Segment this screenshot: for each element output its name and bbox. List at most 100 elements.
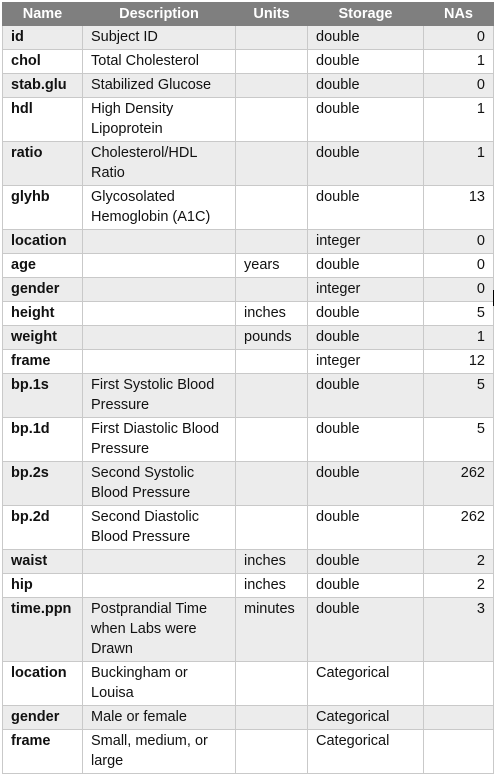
cell-units [235,229,308,254]
header-description: Description [82,2,236,26]
table-header: Name Description Units Storage NAs [2,2,494,26]
cell-description: Postprandial Time when Labs were Drawn [82,597,236,662]
cell-nas: 1 [423,97,494,142]
cell-storage: integer [307,277,424,302]
cell-units: years [235,253,308,278]
cell-name: height [2,301,83,326]
cell-description [82,253,236,278]
cell-units [235,373,308,418]
cell-name: bp.2s [2,461,83,506]
cell-name: location [2,229,83,254]
table-row: bp.1d First Diastolic Blood Pressure doubl… [2,417,494,462]
cell-description: Total Cholesterol [82,49,236,74]
table-row: waist inches double 2 [2,549,494,574]
cell-storage: double [307,25,424,50]
cell-nas: 262 [423,505,494,550]
cell-storage: Categorical [307,705,424,730]
cell-nas: 5 [423,301,494,326]
table-body: id Subject ID double 0 chol Total Cholesterol… [2,25,494,774]
cell-description: Subject ID [82,25,236,50]
header-nas: NAs [423,2,494,26]
cell-units [235,277,308,302]
header-name: Name [2,2,83,26]
cell-storage: double [307,49,424,74]
cell-units [235,461,308,506]
cell-nas: 3 [423,597,494,662]
cell-name: ratio [2,141,83,186]
cell-name: hdl [2,97,83,142]
cell-nas: 1 [423,49,494,74]
cell-storage: double [307,73,424,98]
cell-storage: double [307,325,424,350]
cell-description: First Diastolic Blood Pressure [82,417,236,462]
table-row: height inches double 5 [2,301,494,326]
cell-name: chol [2,49,83,74]
cell-nas: 0 [423,277,494,302]
cell-name: waist [2,549,83,574]
table-row: gender integer 0 [2,277,494,302]
cell-units [235,73,308,98]
cell-nas: 0 [423,25,494,50]
cell-nas: 2 [423,549,494,574]
cell-storage: double [307,597,424,662]
cell-description: Second Diastolic Blood Pressure [82,505,236,550]
cell-nas [423,661,494,706]
cell-nas: 13 [423,185,494,230]
cell-units [235,661,308,706]
cell-name: age [2,253,83,278]
cell-storage: double [307,549,424,574]
cell-storage: double [307,373,424,418]
cell-description [82,277,236,302]
cell-storage: double [307,573,424,598]
table-row: chol Total Cholesterol double 1 [2,49,494,74]
cell-units [235,49,308,74]
cell-description: Male or female [82,705,236,730]
header-storage: Storage [307,2,424,26]
cell-nas: 12 [423,349,494,374]
table-row: bp.1s First Systolic Blood Pressure double… [2,373,494,418]
cell-name: frame [2,729,83,774]
cell-storage: Categorical [307,661,424,706]
table-row: glyhb Glycosolated Hemoglobin (A1C) double… [2,185,494,230]
text-cursor [493,290,494,306]
cell-name: gender [2,277,83,302]
cell-units [235,25,308,50]
cell-units: minutes [235,597,308,662]
cell-nas: 262 [423,461,494,506]
cell-storage: double [307,417,424,462]
cell-units: inches [235,573,308,598]
cell-nas: 1 [423,325,494,350]
cell-name: id [2,25,83,50]
table-row: weight pounds double 1 [2,325,494,350]
cell-name: stab.glu [2,73,83,98]
header-units: Units [235,2,308,26]
cell-name: gender [2,705,83,730]
table-row: location Buckingham or Louisa Categorical [2,661,494,706]
cell-description [82,301,236,326]
cell-nas: 5 [423,373,494,418]
cell-units [235,97,308,142]
table-row: hdl High Density Lipoprotein double 1 [2,97,494,142]
cell-nas: 1 [423,141,494,186]
cell-description [82,325,236,350]
cell-units [235,349,308,374]
cell-units [235,505,308,550]
cell-name: weight [2,325,83,350]
cell-nas [423,729,494,774]
cell-storage: integer [307,349,424,374]
table-row: frame Small, medium, or large Categorical [2,729,494,774]
cell-storage: double [307,253,424,278]
header-row: Name Description Units Storage NAs [2,2,494,26]
cell-units [235,417,308,462]
cell-nas: 0 [423,253,494,278]
cell-description: Buckingham or Louisa [82,661,236,706]
table-row: age years double 0 [2,253,494,278]
cell-description: High Density Lipoprotein [82,97,236,142]
cell-name: time.ppn [2,597,83,662]
cell-nas: 0 [423,229,494,254]
cell-description: Stabilized Glucose [82,73,236,98]
cell-units [235,729,308,774]
cell-units: inches [235,301,308,326]
cell-units [235,141,308,186]
